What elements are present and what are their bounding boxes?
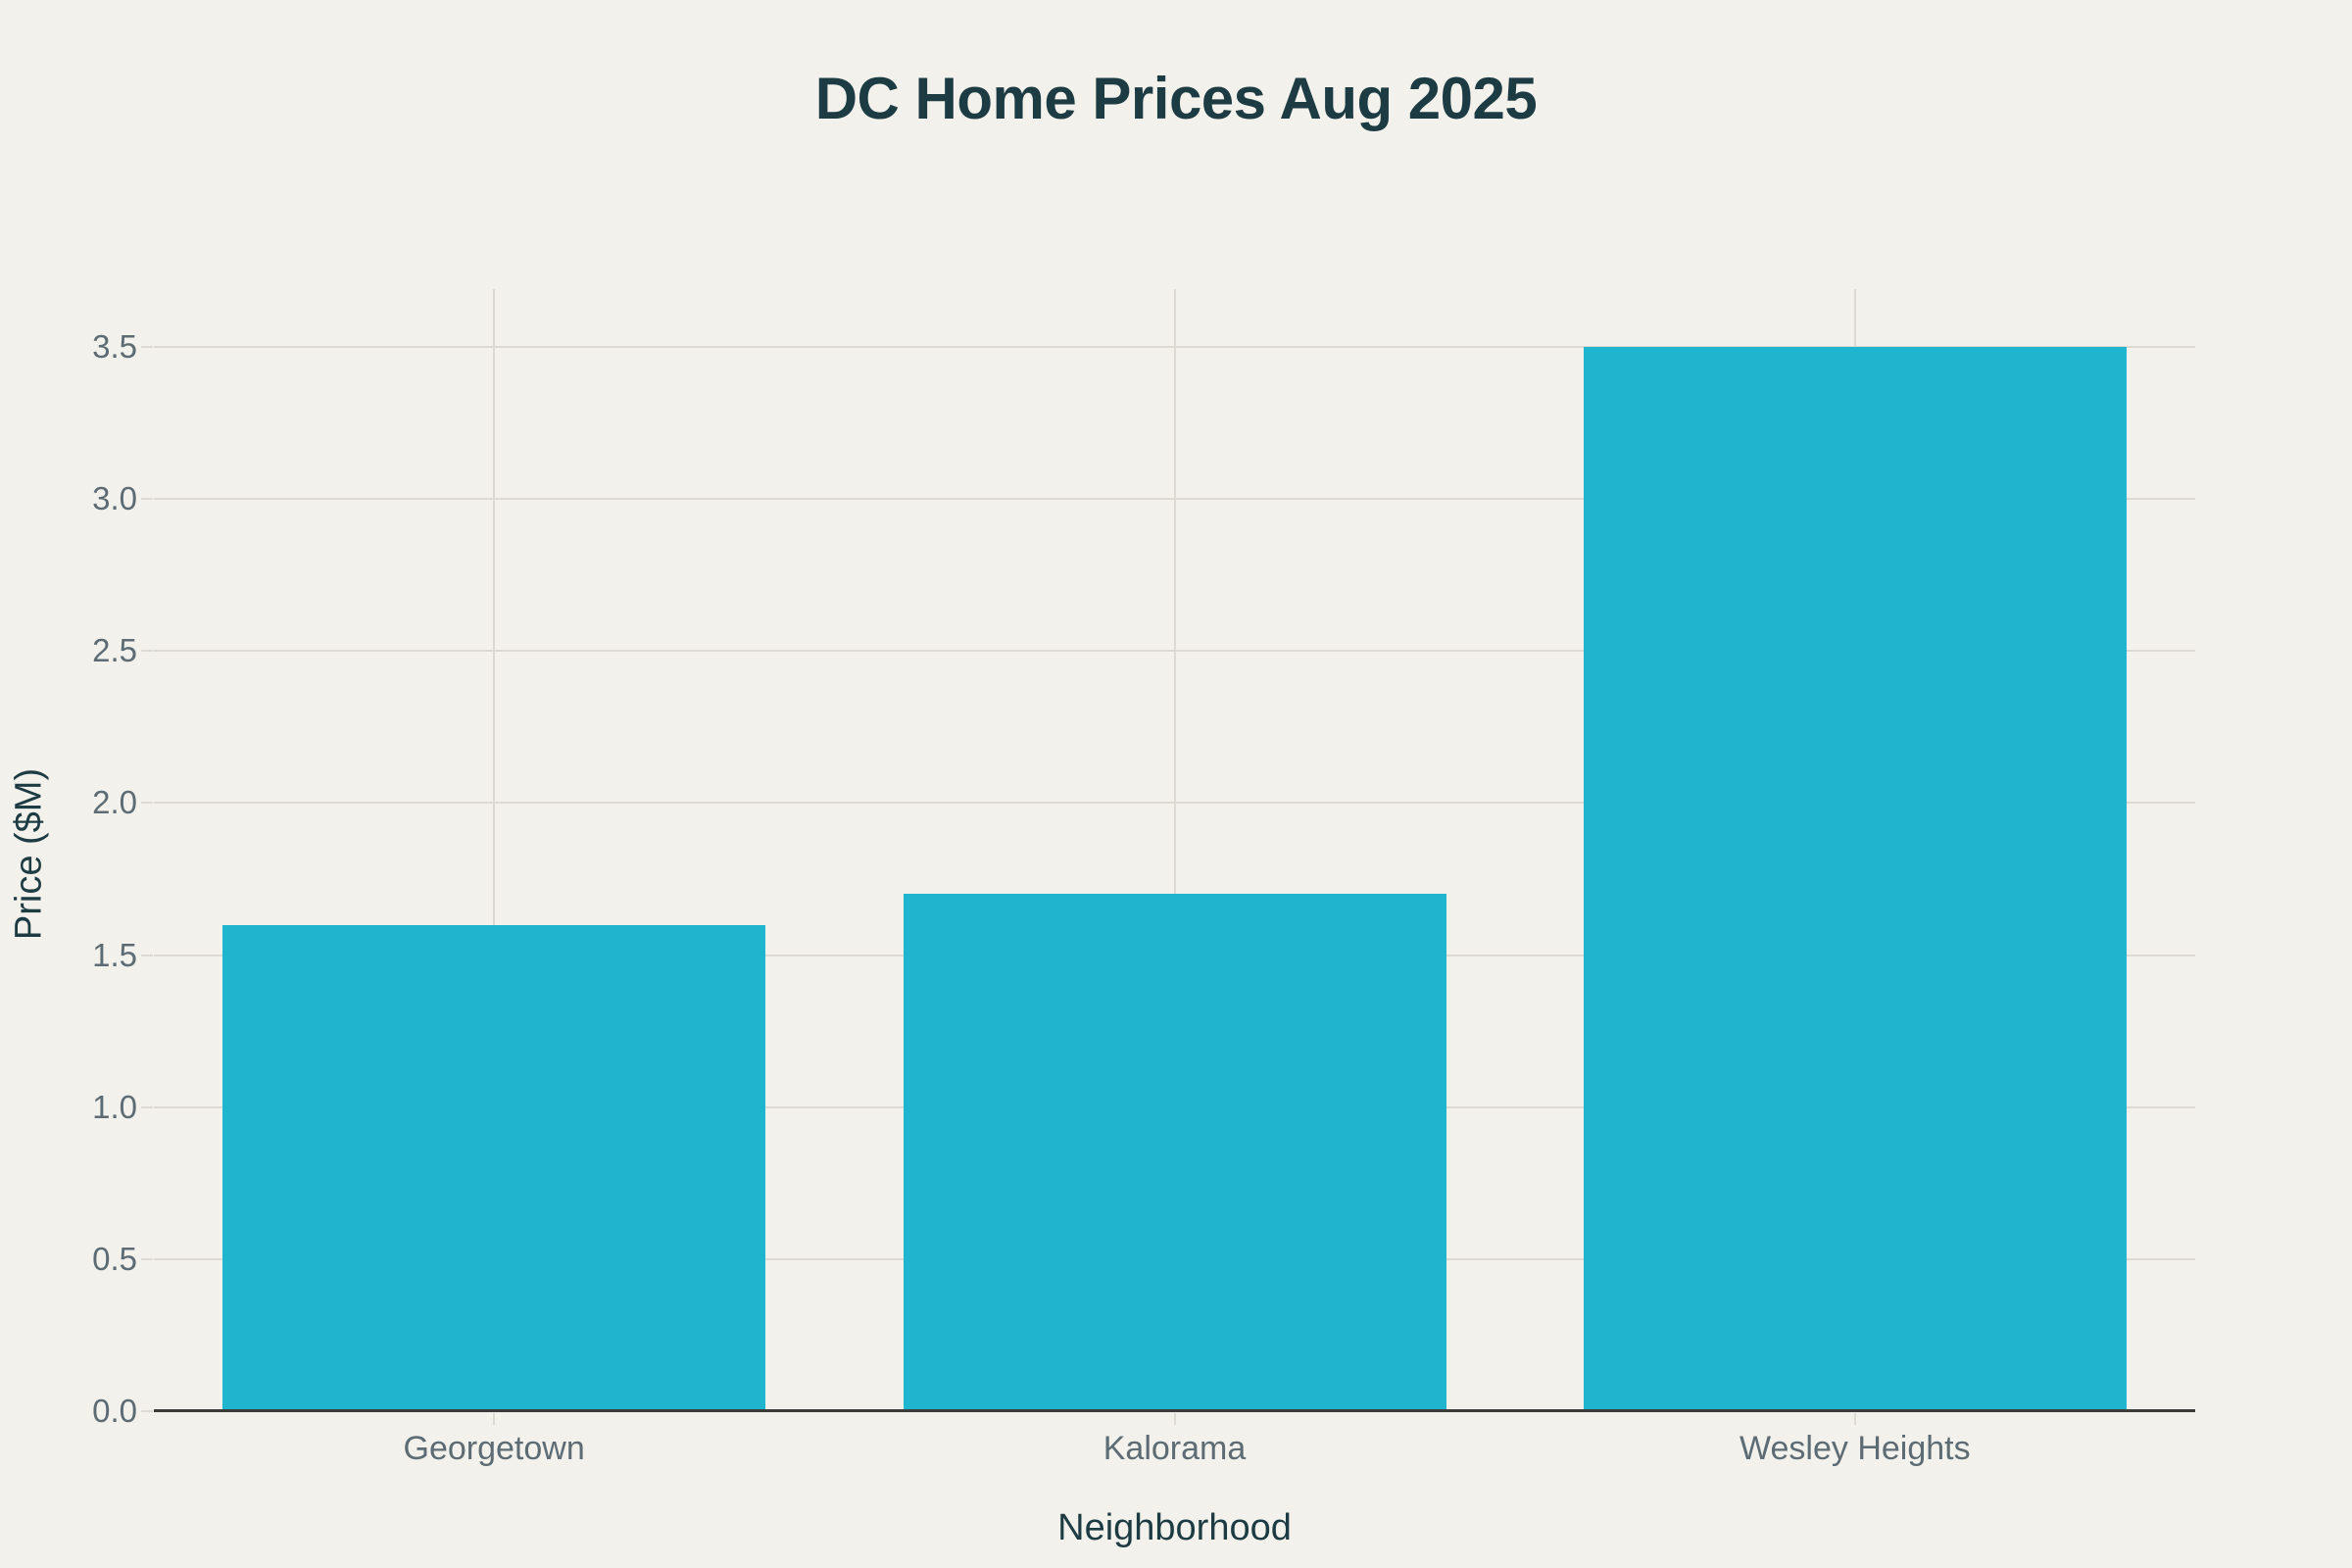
y-tick-mark-1.0 [141, 1105, 153, 1108]
x-tick-label-kalorama: Kalorama [1102, 1430, 1247, 1467]
x-tick-label-wesley-heights: Wesley Heights [1740, 1430, 1971, 1467]
x-tick-mark-georgetown [493, 1413, 496, 1425]
x-tick-mark-wesley-heights [1853, 1413, 1856, 1425]
y-tick-mark-2.0 [141, 802, 153, 805]
bar-wesley-heights [1583, 346, 2127, 1411]
y-tick-label-0.5: 0.5 [92, 1240, 137, 1277]
x-tick-mark-kalorama [1173, 1413, 1176, 1425]
v-gridline-kalorama [1173, 289, 1176, 1411]
y-tick-mark-1.5 [141, 954, 153, 956]
x-axis-line [154, 1409, 2195, 1412]
bar-kalorama [903, 894, 1446, 1411]
y-tick-mark-3.0 [141, 498, 153, 501]
y-tick-label-3.0: 3.0 [92, 480, 137, 517]
y-tick-mark-0.5 [141, 1257, 153, 1260]
x-tick-label-georgetown: Georgetown [403, 1430, 585, 1467]
y-tick-mark-2.5 [141, 650, 153, 653]
y-tick-label-2.0: 2.0 [92, 784, 137, 821]
y-tick-label-1.5: 1.5 [92, 936, 137, 973]
chart-title: DC Home Prices Aug 2025 [814, 66, 1538, 131]
y-tick-mark-0.0 [141, 1410, 153, 1412]
x-axis-title: Neighborhood [1057, 1507, 1292, 1548]
bar-georgetown [222, 924, 766, 1411]
y-tick-mark-3.5 [141, 345, 153, 348]
y-tick-label-2.5: 2.5 [92, 632, 137, 669]
v-gridline-georgetown [493, 289, 496, 1411]
y-tick-label-3.5: 3.5 [92, 327, 137, 365]
y-axis-title: Price ($M) [8, 767, 50, 941]
y-tick-label-0.0: 0.0 [92, 1393, 137, 1429]
y-tick-label-1.0: 1.0 [92, 1088, 137, 1125]
plot-area [154, 289, 2195, 1412]
